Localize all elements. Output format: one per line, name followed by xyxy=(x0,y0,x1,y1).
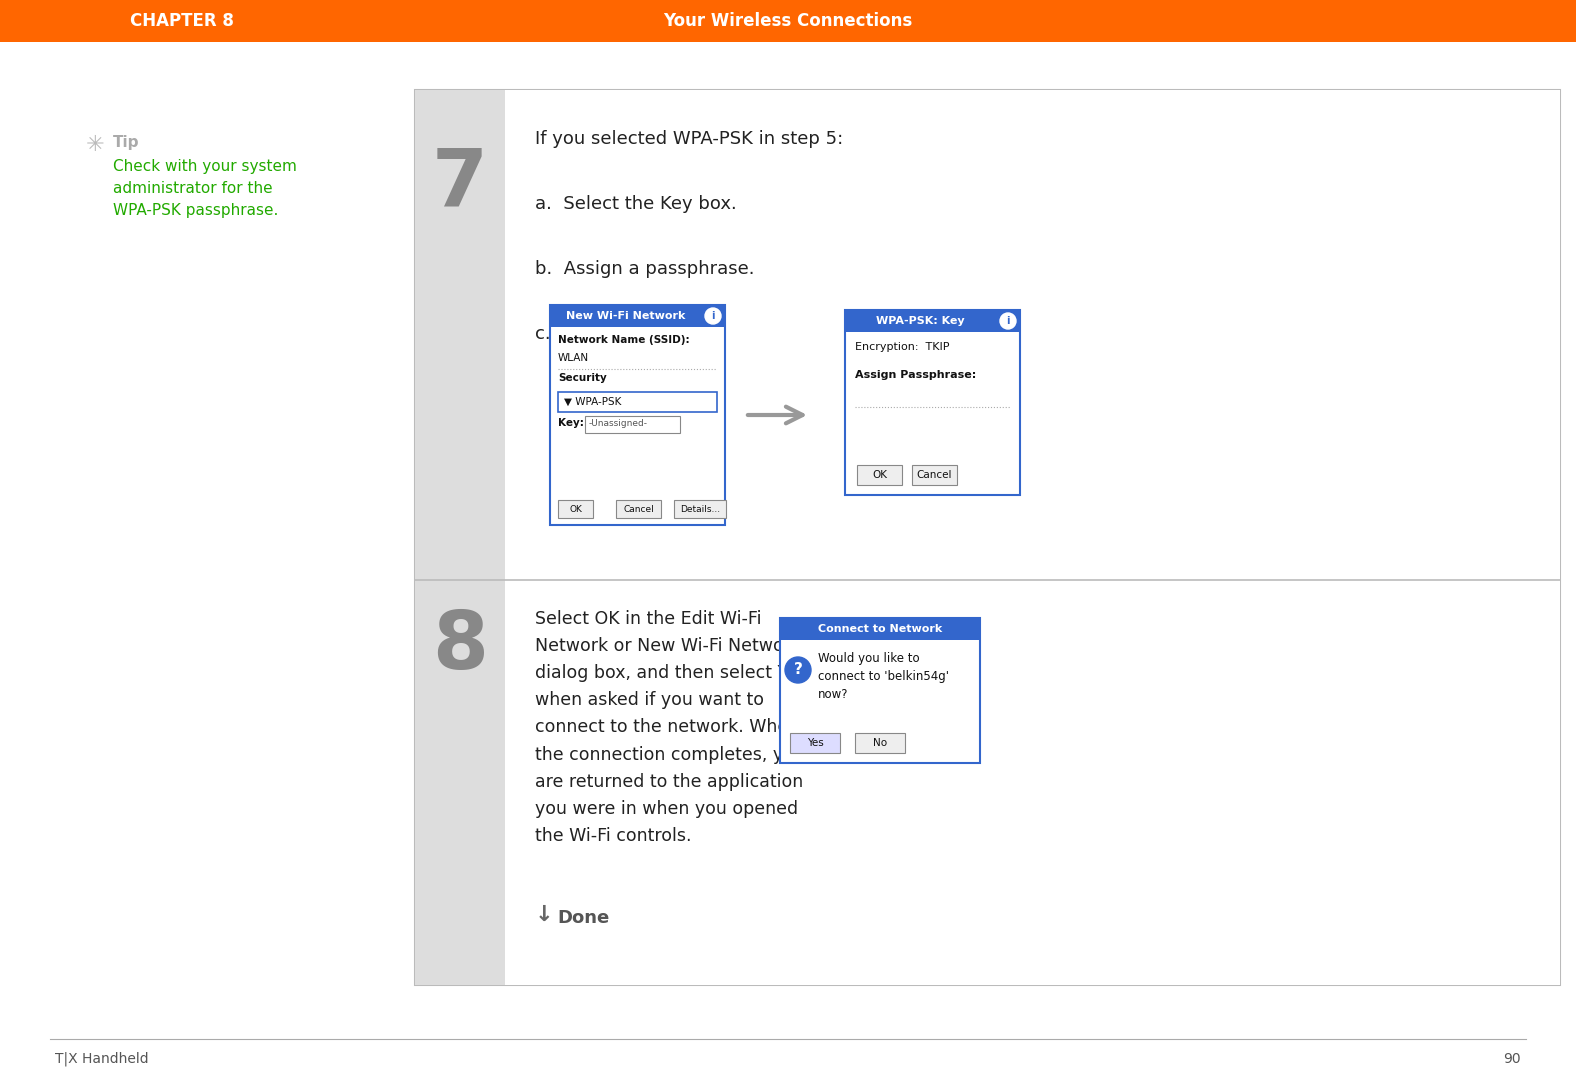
Text: No: No xyxy=(873,738,887,748)
Text: Tip: Tip xyxy=(113,135,140,150)
Text: Check with your system
administrator for the
WPA-PSK passphrase.: Check with your system administrator for… xyxy=(113,159,296,218)
Bar xyxy=(585,416,679,433)
Bar xyxy=(780,618,980,640)
Text: 8: 8 xyxy=(432,608,489,686)
Bar xyxy=(845,310,1020,495)
Text: Encryption:  TKIP: Encryption: TKIP xyxy=(856,342,949,352)
Text: ?: ? xyxy=(794,663,802,678)
Bar xyxy=(558,392,717,412)
Circle shape xyxy=(785,657,812,683)
Text: Yes: Yes xyxy=(807,738,823,748)
Text: i: i xyxy=(1005,316,1010,326)
Text: OK: OK xyxy=(569,505,582,513)
Text: If you selected WPA-PSK in step 5:: If you selected WPA-PSK in step 5: xyxy=(534,130,843,148)
Text: Key:: Key: xyxy=(558,418,583,428)
Bar xyxy=(675,501,727,518)
Bar xyxy=(0,0,1576,42)
Text: Would you like to
connect to 'belkin54g'
now?: Would you like to connect to 'belkin54g'… xyxy=(818,652,949,700)
Text: 90: 90 xyxy=(1504,1052,1521,1066)
Text: 7: 7 xyxy=(432,145,489,223)
Text: b.  Assign a passphrase.: b. Assign a passphrase. xyxy=(534,261,755,278)
Text: WPA-PSK: Key: WPA-PSK: Key xyxy=(876,316,965,326)
Bar xyxy=(790,733,840,753)
Text: ↓: ↓ xyxy=(534,905,553,925)
Bar xyxy=(504,90,1560,985)
Text: Your Wireless Connections: Your Wireless Connections xyxy=(663,12,913,30)
Text: Cancel: Cancel xyxy=(917,470,952,480)
Bar xyxy=(780,618,980,763)
Text: ▼ WPA-PSK: ▼ WPA-PSK xyxy=(564,397,621,408)
Text: a.  Select the Key box.: a. Select the Key box. xyxy=(534,195,736,213)
Bar xyxy=(414,90,504,985)
Text: Security: Security xyxy=(558,373,607,383)
Bar xyxy=(856,733,905,753)
Text: c.  Select OK.: c. Select OK. xyxy=(534,325,656,343)
Text: Select OK in the Edit Wi-Fi
Network or New Wi-Fi Network
dialog box, and then se: Select OK in the Edit Wi-Fi Network or N… xyxy=(534,610,805,844)
Text: -Unassigned-: -Unassigned- xyxy=(589,419,648,428)
Text: New Wi-Fi Network: New Wi-Fi Network xyxy=(566,311,686,321)
Text: T|X Handheld: T|X Handheld xyxy=(55,1052,148,1066)
Bar xyxy=(550,305,725,326)
Text: Connect to Network: Connect to Network xyxy=(818,624,942,633)
Text: i: i xyxy=(711,311,716,321)
Text: Network Name (SSID):: Network Name (SSID): xyxy=(558,335,690,345)
Bar xyxy=(857,465,901,485)
Text: Cancel: Cancel xyxy=(623,505,654,513)
Bar xyxy=(616,501,660,518)
Text: CHAPTER 8: CHAPTER 8 xyxy=(129,12,233,30)
Circle shape xyxy=(1001,313,1017,329)
Bar xyxy=(845,310,1020,332)
Text: Details...: Details... xyxy=(679,505,720,513)
Text: Done: Done xyxy=(556,909,610,927)
Text: WLAN: WLAN xyxy=(558,353,589,363)
Bar xyxy=(550,305,725,525)
Circle shape xyxy=(704,308,720,324)
Bar xyxy=(414,90,1560,985)
Text: OK: OK xyxy=(872,470,887,480)
Text: ✳: ✳ xyxy=(85,135,104,155)
Text: Assign Passphrase:: Assign Passphrase: xyxy=(856,370,976,381)
Bar xyxy=(913,465,957,485)
Bar xyxy=(558,501,593,518)
